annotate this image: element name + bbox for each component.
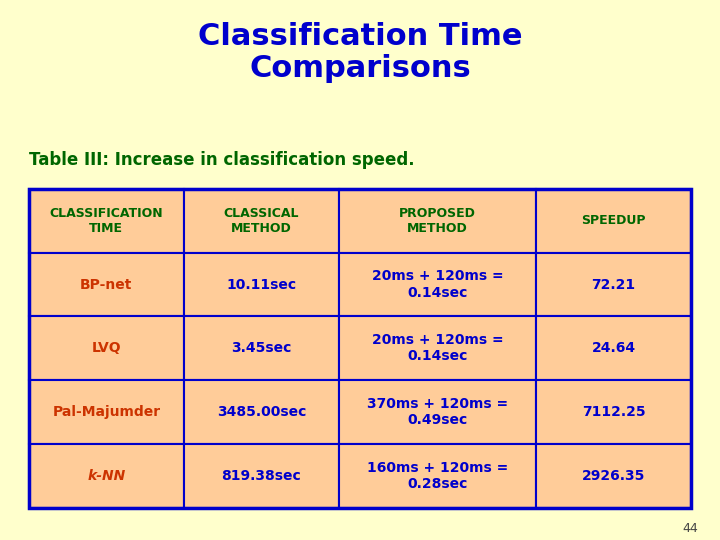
Text: LVQ: LVQ <box>91 341 121 355</box>
FancyBboxPatch shape <box>339 380 536 444</box>
Text: 819.38sec: 819.38sec <box>222 469 301 483</box>
FancyBboxPatch shape <box>536 316 691 380</box>
Text: Pal-Majumder: Pal-Majumder <box>53 405 161 419</box>
Text: PROPOSED
METHOD: PROPOSED METHOD <box>399 207 476 235</box>
Text: SPEEDUP: SPEEDUP <box>582 214 646 227</box>
Text: 24.64: 24.64 <box>592 341 636 355</box>
FancyBboxPatch shape <box>536 189 691 253</box>
FancyBboxPatch shape <box>536 253 691 316</box>
Text: 72.21: 72.21 <box>592 278 636 292</box>
Text: 20ms + 120ms =
0.14sec: 20ms + 120ms = 0.14sec <box>372 269 503 300</box>
FancyBboxPatch shape <box>184 253 339 316</box>
Text: 20ms + 120ms =
0.14sec: 20ms + 120ms = 0.14sec <box>372 333 503 363</box>
Text: Classification Time
Comparisons: Classification Time Comparisons <box>198 22 522 83</box>
FancyBboxPatch shape <box>184 189 339 253</box>
Text: 370ms + 120ms =
0.49sec: 370ms + 120ms = 0.49sec <box>367 397 508 427</box>
Text: 44: 44 <box>683 522 698 535</box>
FancyBboxPatch shape <box>29 380 184 444</box>
FancyBboxPatch shape <box>339 444 536 508</box>
Text: 10.11sec: 10.11sec <box>226 278 297 292</box>
Text: 3485.00sec: 3485.00sec <box>217 405 306 419</box>
FancyBboxPatch shape <box>29 189 184 253</box>
FancyBboxPatch shape <box>339 316 536 380</box>
Text: Table III: Increase in classification speed.: Table III: Increase in classification sp… <box>29 151 415 169</box>
Text: k-NN: k-NN <box>87 469 125 483</box>
FancyBboxPatch shape <box>184 316 339 380</box>
FancyBboxPatch shape <box>536 380 691 444</box>
FancyBboxPatch shape <box>339 189 536 253</box>
FancyBboxPatch shape <box>536 444 691 508</box>
FancyBboxPatch shape <box>184 444 339 508</box>
Text: 160ms + 120ms =
0.28sec: 160ms + 120ms = 0.28sec <box>367 461 508 491</box>
FancyBboxPatch shape <box>339 253 536 316</box>
Text: CLASSICAL
METHOD: CLASSICAL METHOD <box>224 207 299 235</box>
Text: BP-net: BP-net <box>80 278 132 292</box>
FancyBboxPatch shape <box>29 253 184 316</box>
Text: CLASSIFICATION
TIME: CLASSIFICATION TIME <box>50 207 163 235</box>
Text: 3.45sec: 3.45sec <box>231 341 292 355</box>
FancyBboxPatch shape <box>29 316 184 380</box>
Text: 2926.35: 2926.35 <box>582 469 645 483</box>
FancyBboxPatch shape <box>184 380 339 444</box>
Text: 7112.25: 7112.25 <box>582 405 646 419</box>
FancyBboxPatch shape <box>29 444 184 508</box>
